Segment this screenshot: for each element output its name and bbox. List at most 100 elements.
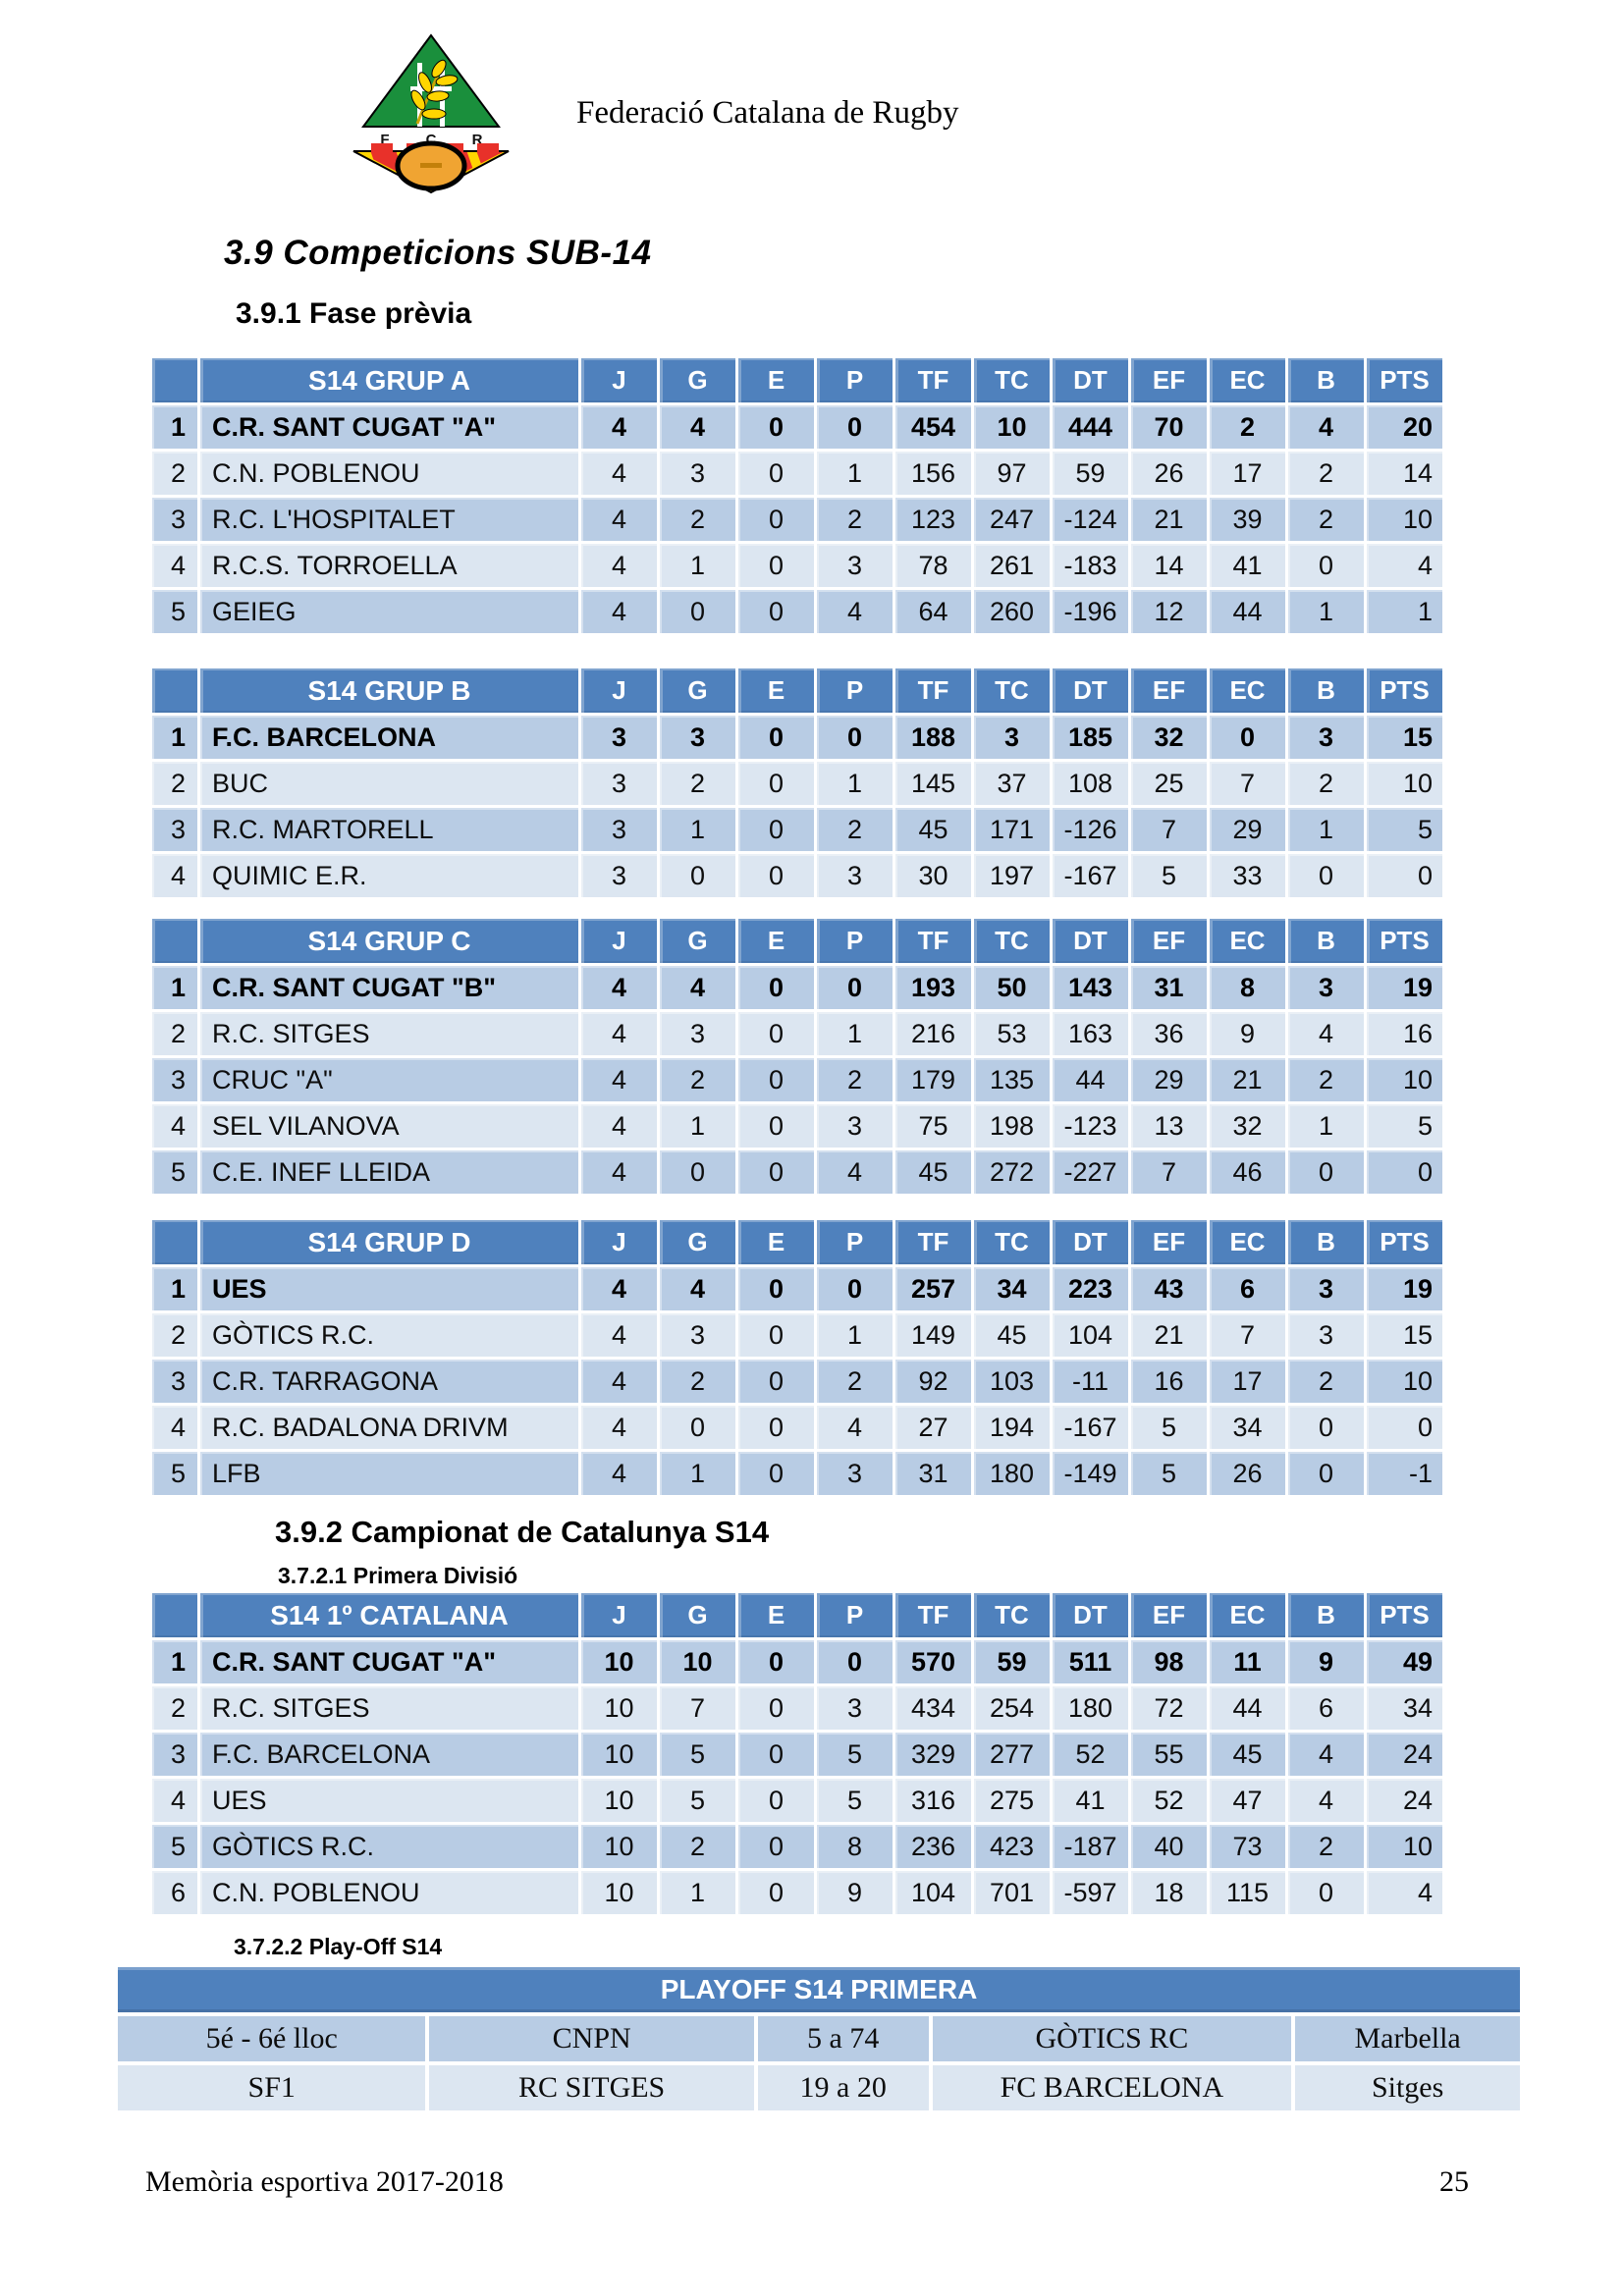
stat-cell-p: 0 <box>817 966 893 1009</box>
stat-cell-ef: 29 <box>1131 1058 1207 1101</box>
standings-row: 4 SEL VILANOVA 4 1 0 3 75 198 -123 13 32 1 5 <box>152 1104 1442 1148</box>
stat-cell-dt: -11 <box>1053 1360 1128 1403</box>
rank-cell: 2 <box>152 1686 197 1730</box>
standings-row: 2 GÒTICS R.C. 4 3 0 1 149 45 104 21 7 3 15 <box>152 1313 1442 1357</box>
column-header-pts: PTS <box>1367 358 1442 402</box>
column-header-tc: TC <box>974 1593 1050 1637</box>
stat-cell-b: 0 <box>1288 854 1364 897</box>
standings-row: 1 C.R. SANT CUGAT "B" 4 4 0 0 193 50 143 31 8 3 19 <box>152 966 1442 1009</box>
stat-cell-e: 0 <box>738 1150 814 1194</box>
stat-cell-pts: 10 <box>1367 762 1442 805</box>
column-header-e: E <box>738 668 814 713</box>
stat-cell-b: 0 <box>1288 544 1364 587</box>
stat-cell-g: 0 <box>660 1406 735 1449</box>
stat-cell-dt: 143 <box>1053 966 1128 1009</box>
stat-cell-tc: 423 <box>974 1825 1050 1868</box>
stat-cell-g: 1 <box>660 1452 735 1495</box>
stat-cell-dt: 444 <box>1053 405 1128 449</box>
rank-cell: 5 <box>152 1825 197 1868</box>
playoff-row: SF1 RC SITGES 19 a 20 FC BARCELONA Sitges <box>118 2065 1520 2110</box>
column-header-g: G <box>660 1220 735 1264</box>
stat-cell-g: 2 <box>660 1360 735 1403</box>
rank-cell: 2 <box>152 452 197 495</box>
standings-row: 2 R.C. SITGES 4 3 0 1 216 53 163 36 9 4 16 <box>152 1012 1442 1055</box>
stat-cell-p: 8 <box>817 1825 893 1868</box>
stat-cell-ef: 5 <box>1131 854 1207 897</box>
table-wrapper-grup-a: S14 GRUP A J G E P TF TC DT EF EC B PTS 1 C.R. SANT C… <box>149 355 1445 636</box>
stat-cell-ef: 40 <box>1131 1825 1207 1868</box>
stat-cell-b: 2 <box>1288 762 1364 805</box>
stat-cell-j: 4 <box>581 1058 657 1101</box>
team-name-cell: C.N. POBLENOU <box>200 452 578 495</box>
standings-row: 4 QUIMIC E.R. 3 0 0 3 30 197 -167 5 33 0 0 <box>152 854 1442 897</box>
stat-cell-ef: 18 <box>1131 1871 1207 1914</box>
stat-cell-tf: 570 <box>895 1640 971 1683</box>
table-title: S14 GRUP A <box>200 358 578 402</box>
section-title-3-7-2-2: 3.7.2.2 Play-Off S14 <box>234 1934 443 1959</box>
stat-cell-ef: 52 <box>1131 1779 1207 1822</box>
rank-cell: 4 <box>152 1406 197 1449</box>
stat-cell-ec: 45 <box>1210 1733 1285 1776</box>
standings-row: 4 R.C. BADALONA DRIVM 4 0 0 4 27 194 -167 5 34 0 0 <box>152 1406 1442 1449</box>
stat-cell-j: 4 <box>581 452 657 495</box>
rank-cell: 3 <box>152 1058 197 1101</box>
rank-cell: 5 <box>152 1452 197 1495</box>
stat-cell-b: 3 <box>1288 1313 1364 1357</box>
stat-cell-tf: 78 <box>895 544 971 587</box>
standings-row: 3 R.C. MARTORELL 3 1 0 2 45 171 -126 7 29 1 5 <box>152 808 1442 851</box>
stat-cell-pts: 19 <box>1367 1267 1442 1310</box>
stat-cell-ef: 12 <box>1131 590 1207 633</box>
stat-cell-tc: 272 <box>974 1150 1050 1194</box>
stat-cell-tc: 97 <box>974 452 1050 495</box>
stat-cell-p: 1 <box>817 1012 893 1055</box>
stat-cell-tc: 254 <box>974 1686 1050 1730</box>
stat-cell-e: 0 <box>738 1058 814 1101</box>
stat-cell-e: 0 <box>738 1825 814 1868</box>
column-header-pts: PTS <box>1367 1220 1442 1264</box>
stat-cell-b: 2 <box>1288 1825 1364 1868</box>
stat-cell-dt: 511 <box>1053 1640 1128 1683</box>
stat-cell-j: 4 <box>581 1406 657 1449</box>
stat-cell-ec: 29 <box>1210 808 1285 851</box>
page-number: 25 <box>1439 2165 1469 2198</box>
stat-cell-dt: 163 <box>1053 1012 1128 1055</box>
stat-cell-tf: 257 <box>895 1267 971 1310</box>
stat-cell-tc: 53 <box>974 1012 1050 1055</box>
playoff-title: PLAYOFF S14 PRIMERA <box>118 1967 1520 2012</box>
column-header-pts: PTS <box>1367 668 1442 713</box>
stat-cell-j: 4 <box>581 1452 657 1495</box>
stat-cell-ec: 47 <box>1210 1779 1285 1822</box>
column-header-b: B <box>1288 358 1364 402</box>
standings-table-grup-d: S14 GRUP D J G E P TF TC DT EF EC B PTS 1 UES 4 4 0 0 257 3… <box>149 1217 1445 1498</box>
stat-cell-e: 0 <box>738 1313 814 1357</box>
org-name: Federació Catalana de Rugby <box>576 94 959 131</box>
stat-cell-ec: 32 <box>1210 1104 1285 1148</box>
stat-cell-p: 4 <box>817 1150 893 1194</box>
stat-cell-b: 1 <box>1288 590 1364 633</box>
stat-cell-ef: 5 <box>1131 1406 1207 1449</box>
stat-cell-tf: 193 <box>895 966 971 1009</box>
column-header-tf: TF <box>895 1593 971 1637</box>
stat-cell-g: 1 <box>660 1104 735 1148</box>
stat-cell-b: 4 <box>1288 1779 1364 1822</box>
stat-cell-p: 2 <box>817 808 893 851</box>
stat-cell-tf: 216 <box>895 1012 971 1055</box>
stat-cell-b: 1 <box>1288 808 1364 851</box>
stat-cell-g: 2 <box>660 498 735 541</box>
stat-cell-g: 2 <box>660 762 735 805</box>
stat-cell-dt: 104 <box>1053 1313 1128 1357</box>
column-header-e: E <box>738 919 814 963</box>
stat-cell-b: 0 <box>1288 1452 1364 1495</box>
rank-cell: 3 <box>152 808 197 851</box>
stat-cell-pts: 1 <box>1367 590 1442 633</box>
stat-cell-ec: 73 <box>1210 1825 1285 1868</box>
stat-cell-g: 10 <box>660 1640 735 1683</box>
stat-cell-tc: 247 <box>974 498 1050 541</box>
stat-cell-dt: -227 <box>1053 1150 1128 1194</box>
stat-cell-tc: 277 <box>974 1733 1050 1776</box>
stat-cell-e: 0 <box>738 1871 814 1914</box>
header-row: S14 GRUP B J G E P TF TC DT EF EC B PTS <box>152 668 1442 713</box>
rank-cell: 1 <box>152 716 197 759</box>
stat-cell-tc: 260 <box>974 590 1050 633</box>
